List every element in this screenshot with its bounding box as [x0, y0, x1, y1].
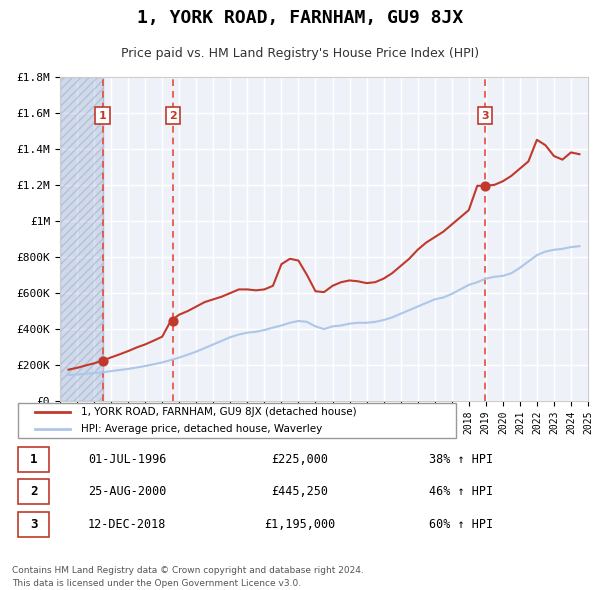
Text: 1: 1 — [99, 111, 106, 120]
Text: £445,250: £445,250 — [271, 485, 329, 499]
Text: 3: 3 — [481, 111, 489, 120]
Text: This data is licensed under the Open Government Licence v3.0.: This data is licensed under the Open Gov… — [12, 579, 301, 588]
Text: £225,000: £225,000 — [271, 453, 329, 466]
Text: 25-AUG-2000: 25-AUG-2000 — [88, 485, 166, 499]
Text: 60% ↑ HPI: 60% ↑ HPI — [429, 517, 493, 531]
Text: 2: 2 — [169, 111, 177, 120]
Text: 01-JUL-1996: 01-JUL-1996 — [88, 453, 166, 466]
Point — [169, 316, 178, 326]
Point — [480, 181, 490, 191]
Text: £1,195,000: £1,195,000 — [265, 517, 335, 531]
Text: 38% ↑ HPI: 38% ↑ HPI — [429, 453, 493, 466]
FancyBboxPatch shape — [18, 447, 49, 472]
Text: 1, YORK ROAD, FARNHAM, GU9 8JX (detached house): 1, YORK ROAD, FARNHAM, GU9 8JX (detached… — [81, 407, 357, 417]
Text: Price paid vs. HM Land Registry's House Price Index (HPI): Price paid vs. HM Land Registry's House … — [121, 47, 479, 60]
Text: 1, YORK ROAD, FARNHAM, GU9 8JX: 1, YORK ROAD, FARNHAM, GU9 8JX — [137, 9, 463, 27]
Text: 46% ↑ HPI: 46% ↑ HPI — [429, 485, 493, 499]
Bar — [60, 77, 103, 401]
Bar — [60, 77, 103, 401]
Point — [98, 356, 107, 365]
Text: 1: 1 — [30, 453, 38, 466]
Text: 3: 3 — [30, 517, 38, 531]
Text: 12-DEC-2018: 12-DEC-2018 — [88, 517, 166, 531]
Text: HPI: Average price, detached house, Waverley: HPI: Average price, detached house, Wave… — [81, 424, 322, 434]
FancyBboxPatch shape — [18, 403, 455, 438]
FancyBboxPatch shape — [18, 512, 49, 537]
FancyBboxPatch shape — [18, 479, 49, 504]
Text: 2: 2 — [30, 485, 38, 499]
Text: Contains HM Land Registry data © Crown copyright and database right 2024.: Contains HM Land Registry data © Crown c… — [12, 566, 364, 575]
